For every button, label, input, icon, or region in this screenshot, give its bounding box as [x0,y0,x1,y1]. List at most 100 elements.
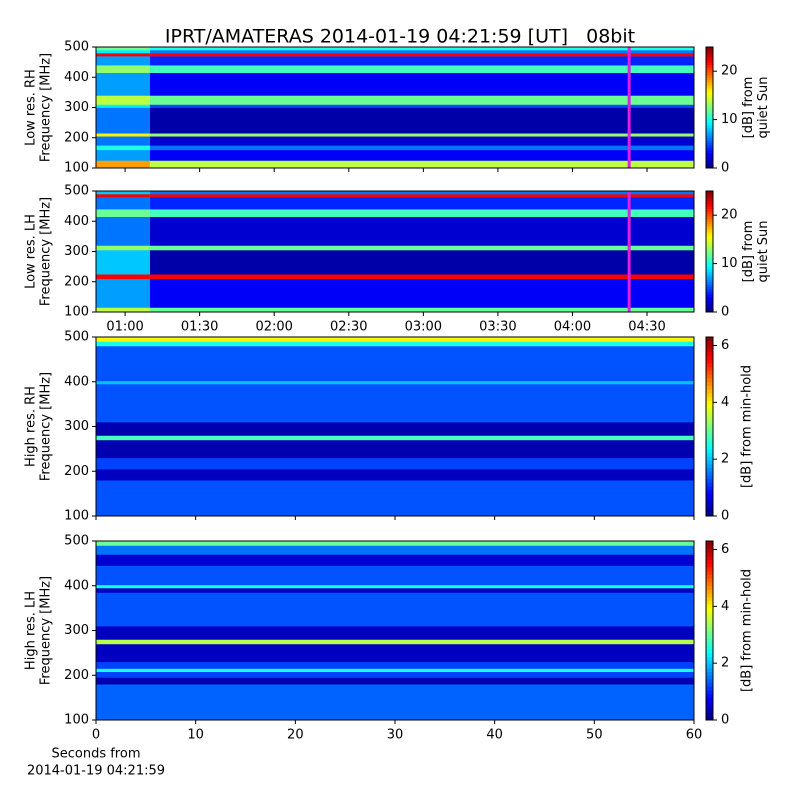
y-tick-label: 500 [64,330,89,345]
colorbar-swatch [706,426,713,431]
colorbar-swatch [706,512,713,517]
colorbar-swatch [706,567,713,572]
heatmap-cell [96,209,150,218]
heatmap-cell [149,72,694,96]
colorbar-swatch [706,656,713,661]
y-axis-label: Low res. LH [24,214,39,289]
colorbar-swatch [706,243,713,247]
colorbar-swatch [706,422,713,427]
colorbar-swatch [706,77,713,81]
heatmap-cell [149,191,694,195]
colorbar-swatch [706,279,713,283]
heatmap-cell [96,587,694,593]
colorbar-swatch [706,142,713,146]
colorbar-swatch [706,559,713,564]
colorbar-swatch [706,52,713,55]
colorbar-swatch [706,130,713,134]
colorbar-swatch [706,552,713,557]
x-tick-label: 30 [387,728,404,743]
x-tick-label: 02:30 [330,320,367,335]
heatmap-cell [96,565,694,586]
colorbar-swatch [706,701,713,706]
colorbar-swatch [706,378,713,383]
heatmap-cell [96,639,694,645]
x-tick-label: 01:30 [181,320,218,335]
colorbar-swatch [706,667,713,672]
colorbar-swatch [706,228,713,232]
colorbar-swatch [706,596,713,602]
colorbar-swatch [706,563,713,568]
colorbar-swatch [706,241,713,245]
colorbar-swatch [706,344,713,349]
colorbar-swatch [706,411,713,416]
colorbar-swatch [706,452,713,457]
colorbar-swatch [706,415,713,420]
colorbar-swatch [706,196,713,199]
colorbar-swatch [706,574,713,579]
y-axis-label: Frequency [MHz] [39,197,54,306]
y-tick-label: 500 [64,184,89,199]
colorbar-swatch [706,389,713,394]
colorbar-tick-label: 20 [721,64,738,79]
heatmap-cell [96,439,694,459]
colorbar-swatch [706,233,713,237]
x-tick-label: 02:00 [255,320,292,335]
colorbar-swatch [706,281,713,285]
colorbar-tick-label: 20 [721,208,738,223]
colorbar-swatch [706,508,713,513]
colorbar-swatch [706,589,713,594]
heatmap-cell [96,53,150,57]
colorbar-swatch [706,396,713,401]
colorbar-swatch [706,82,713,86]
colorbar-swatch [706,120,713,124]
heatmap-cell [149,136,694,146]
colorbar-swatch [706,256,713,260]
colorbar-swatch [706,634,713,639]
colorbar-swatch [706,62,713,66]
heatmap-cell [96,584,694,589]
x-tick-label: 10 [187,728,204,743]
colorbar-swatch [706,218,713,222]
colorbar-swatch [706,266,713,270]
colorbar-swatch [706,127,713,131]
x-tick-label: 04:30 [628,320,665,335]
heatmap-cell [96,245,150,251]
heatmap-cell [96,422,694,436]
heatmap-cell [149,56,694,66]
heatmap-cell [149,194,694,198]
colorbar-swatch [706,150,713,154]
colorbar-swatch [706,259,713,262]
colorbar-swatch [706,675,713,680]
y-tick-label: 200 [64,274,89,289]
colorbar-swatch [706,678,713,684]
colorbar-swatch [706,264,713,268]
colorbar-label: [dB] from min-hold [740,569,755,692]
colorbar-swatch [706,437,713,442]
heatmap-cell [96,47,150,51]
colorbar-swatch [706,216,713,220]
colorbar-swatch [706,117,713,121]
colorbar-swatch [706,637,713,643]
heatmap-cell [96,216,150,246]
colorbar-swatch [706,160,713,164]
heatmap-cell [96,677,694,685]
colorbar-swatch [706,213,713,217]
colorbar-swatch [706,392,713,398]
y-axis-label: Frequency [MHz] [39,372,54,481]
colorbar-frame [705,46,714,169]
colorbar-tick-label: 2 [721,656,729,671]
heatmap-cell [96,249,150,275]
colorbar-swatch [706,97,713,101]
colorbar-swatch [706,99,713,103]
colorbar-swatch [706,374,713,379]
colorbar-swatch [706,92,713,96]
x-tick-label: 04:00 [554,320,591,335]
colorbar-swatch [706,107,713,111]
colorbar-swatch [706,497,713,502]
colorbar-tick-label: 0 [721,713,729,728]
heatmap-cell [96,149,150,161]
colorbar-swatch [706,145,713,149]
colorbar-swatch [706,716,713,721]
colorbar-tick-label: 4 [721,395,729,410]
heatmap-cell [96,136,150,146]
